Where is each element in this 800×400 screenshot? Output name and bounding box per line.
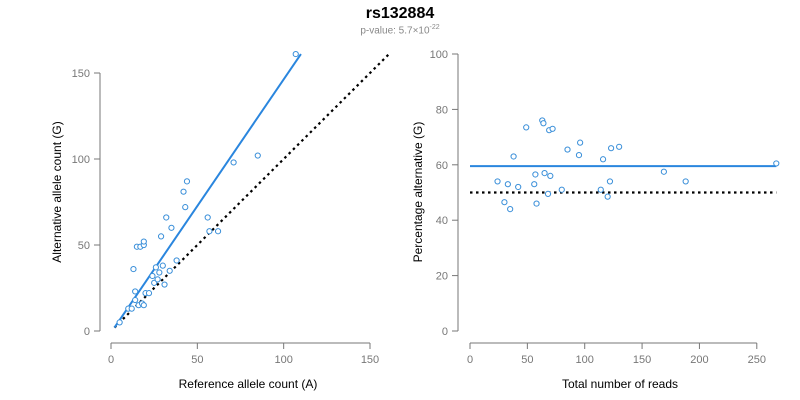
data-point (604, 193, 611, 200)
y-tick-label: 40 (436, 215, 448, 227)
x-tick-label: 150 (633, 354, 651, 366)
data-point (182, 204, 189, 211)
data-point (544, 190, 552, 197)
data-point (157, 233, 165, 240)
data-point (533, 200, 540, 207)
x-axis-title: Reference allele count (A) (179, 377, 318, 391)
data-point (140, 238, 147, 245)
data-point (531, 181, 538, 188)
x-tick-label: 50 (521, 354, 533, 366)
x-tick-label: 200 (690, 354, 708, 366)
data-point (494, 178, 501, 185)
data-point (575, 152, 583, 159)
y-tick-label: 100 (430, 49, 448, 61)
y-axis-title: Alternative allele count (G) (50, 121, 64, 262)
y-tick-label: 0 (84, 326, 90, 338)
y-tick-label: 0 (442, 326, 448, 338)
data-point (540, 120, 547, 127)
data-point (149, 272, 156, 280)
data-point (154, 276, 161, 283)
x-tick-label: 100 (576, 354, 594, 366)
data-point (128, 305, 135, 312)
data-point (180, 188, 187, 195)
data-point (558, 186, 565, 193)
data-point (132, 296, 139, 304)
data-point (510, 153, 517, 160)
data-point (504, 181, 511, 188)
data-point (166, 267, 173, 274)
data-point (773, 160, 780, 167)
data-point (682, 178, 689, 185)
data-point (214, 228, 222, 235)
y-tick-label: 100 (72, 154, 90, 166)
data-point (140, 302, 147, 309)
plot-panel-2: 0 50 100 150 200 250 0 20 40 60 80 100 Total number … (411, 49, 780, 391)
data-point (156, 269, 163, 276)
plot-panel-1: 0 50 100 150 0 50 100 150 Reference allele count… (50, 50, 392, 391)
data-point (163, 214, 170, 221)
y-tick-label: 150 (72, 68, 90, 80)
y-axis-title: Percentage alternative (G) (411, 122, 425, 263)
data-point (292, 50, 299, 58)
data-point (206, 228, 213, 235)
y-tick-label: 80 (436, 104, 448, 116)
data-point (597, 186, 604, 193)
data-point (159, 262, 166, 269)
data-point (599, 156, 607, 163)
data-point (515, 183, 522, 191)
data-point (145, 290, 153, 297)
fit-line (113, 53, 302, 329)
data-point (204, 214, 211, 221)
data-point (501, 199, 508, 206)
data-point (608, 145, 615, 152)
data-point (541, 170, 548, 177)
data-point (152, 264, 159, 271)
data-point (230, 159, 237, 166)
data-point (130, 265, 137, 273)
p-value-subtitle: p-value: 5.7×10-22 (0, 24, 800, 36)
data-point (523, 124, 530, 131)
data-point (616, 143, 623, 150)
data-point (168, 224, 175, 231)
data-point (660, 168, 667, 175)
data-point (549, 125, 556, 132)
data-point (161, 281, 168, 288)
p-value-exponent: -22 (429, 24, 440, 31)
x-tick-label: 100 (274, 354, 292, 366)
data-point (606, 178, 614, 185)
y-tick-label: 60 (436, 160, 448, 172)
data-point (132, 288, 139, 295)
reference-line (113, 51, 392, 329)
x-tick-label: 0 (467, 354, 473, 366)
data-point (116, 319, 123, 326)
data-point (577, 139, 584, 146)
data-point (183, 178, 191, 185)
x-axis-title: Total number of reads (562, 377, 678, 391)
data-point (532, 171, 539, 178)
data-point (173, 257, 180, 264)
data-point (254, 152, 261, 159)
chart-title: rs132884 (365, 5, 435, 22)
x-tick-label: 250 (748, 354, 766, 366)
p-value-text: p-value: 5.7×10 (360, 25, 430, 37)
x-tick-label: 0 (108, 354, 114, 366)
data-point (564, 146, 571, 153)
data-point (547, 172, 554, 179)
data-point (507, 206, 514, 213)
y-tick-label: 20 (436, 271, 448, 283)
y-tick-label: 50 (78, 240, 90, 252)
x-tick-label: 150 (361, 354, 379, 366)
x-tick-label: 50 (191, 354, 203, 366)
